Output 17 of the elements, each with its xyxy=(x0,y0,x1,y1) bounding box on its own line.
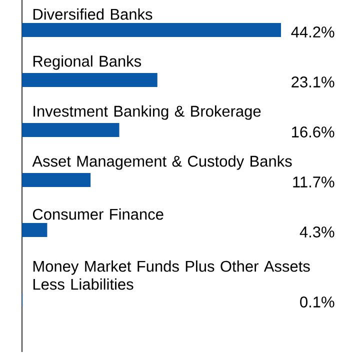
y-tick-label: Investment Banking & Brokerage xyxy=(34,105,261,120)
data-label: 4.3% xyxy=(300,226,334,238)
y-tick-label: Asset Management & Custody Banks xyxy=(32,155,292,170)
bar xyxy=(22,172,91,187)
y-tick-label: Money Market Funds Plus Other Assets Less Liabilities xyxy=(33,260,310,290)
y-tick-label: Diversified Banks xyxy=(33,8,152,20)
bar xyxy=(22,122,120,137)
data-label: 44.2% xyxy=(291,26,334,38)
y-tick-label: Regional Banks xyxy=(33,55,142,70)
bar xyxy=(22,222,48,237)
data-label: 23.1% xyxy=(292,76,334,88)
bar xyxy=(22,72,158,87)
bar xyxy=(22,22,282,37)
data-label: 11.7% xyxy=(293,176,334,188)
y-tick-label: Consumer Finance xyxy=(32,208,164,220)
data-label: 0.1% xyxy=(300,296,334,308)
data-label: 16.6% xyxy=(292,126,334,138)
